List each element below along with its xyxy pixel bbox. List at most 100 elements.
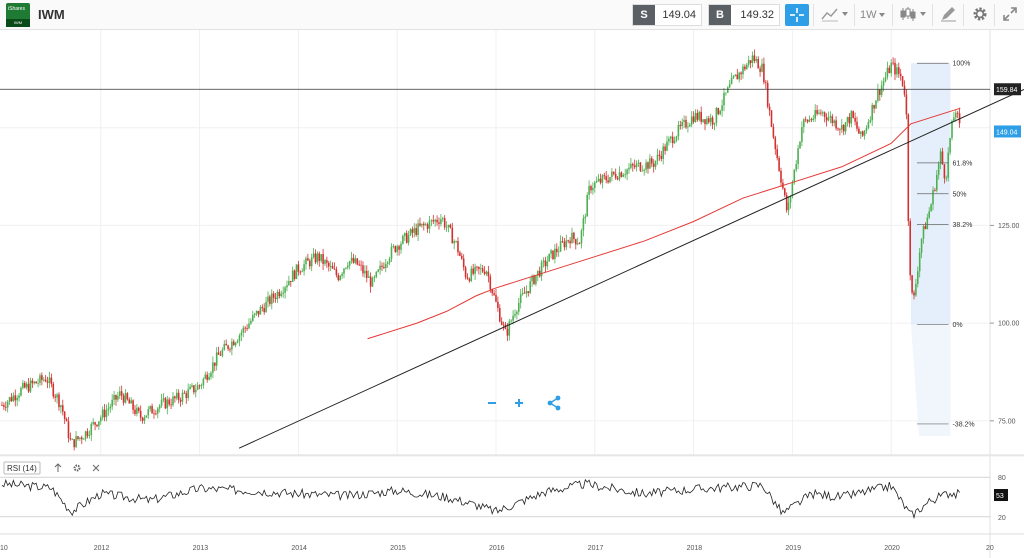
candle-body [208,376,210,380]
fullscreen-button[interactable] [1001,5,1021,25]
candle-body [544,260,547,267]
candle-body [548,253,550,262]
candle-body [645,162,647,170]
candle-body [428,220,431,229]
candle-body [780,170,782,183]
candle-body [75,436,77,448]
candle-body [601,175,604,183]
candle-body [365,270,368,278]
time-tick-label: 2013 [193,545,209,552]
candle-body [567,240,569,242]
candle-body [130,400,132,404]
settings-button[interactable] [970,5,990,25]
candle-body [896,67,898,75]
candle-body [286,285,288,288]
candle-body [856,121,858,129]
candle-body [799,141,801,149]
candle-body [649,158,651,169]
candle-style-dropdown[interactable] [898,5,928,25]
zoom-in-button[interactable] [509,393,529,413]
candle-body [736,74,739,80]
candle-body [785,195,788,211]
candle-body [875,100,877,109]
candle-body [808,119,811,122]
sell-button[interactable]: S 149.04 [632,4,702,26]
candle-body [603,175,606,177]
candle-body [1,405,3,406]
candle-body [829,116,832,118]
candle-body [597,178,600,182]
candle-body [897,67,900,74]
sell-price: 149.04 [662,9,696,21]
candle-body [861,131,864,136]
candle-body [658,154,661,156]
candle-body [852,111,854,118]
candle-body [533,275,535,284]
candle-body [935,174,938,191]
share-button[interactable] [544,393,564,413]
timeframe-dropdown[interactable]: 1W [860,5,888,25]
candle-body [641,170,644,172]
candle-body [717,108,720,115]
candle-body [455,241,457,242]
candle-body [690,116,693,125]
zoom-out-button[interactable] [482,393,502,413]
candle-body [884,77,887,82]
candle-body [240,332,243,336]
candle-body [899,73,902,77]
candle-body [238,335,241,342]
candle-body [916,271,919,284]
candle-body [132,400,134,410]
candle-body [749,60,752,64]
candle-body [550,250,552,254]
candle-body [599,178,602,183]
chart-type-dropdown[interactable] [820,5,850,25]
candle-body [166,399,169,409]
pencil-icon [941,7,956,22]
gear-icon [973,7,987,21]
candle-body [107,408,110,411]
logo-ticker-text: IWM [6,19,30,27]
candle-body [269,296,271,304]
fib-level-label: 0% [952,322,962,329]
candle-body [141,417,144,421]
candle-body [713,122,716,125]
candle-body [578,243,581,245]
candle-body [677,124,680,137]
crosshair-button[interactable] [785,4,809,26]
draw-tools-button[interactable] [938,5,960,25]
candle-body [535,275,537,284]
candle-body [441,218,444,220]
level-price-badge [994,83,1021,96]
candle-body [227,345,229,349]
price-chart[interactable]: 100% 61.8% 50% 38.2% 0% -38.2% 125.00 100.00 75… [0,30,1024,558]
candle-body [827,117,830,121]
chevron-down-icon [842,12,848,16]
candle-body [493,293,495,295]
time-tick-label: 2018 [687,545,703,552]
candle-body [574,239,577,245]
ishares-logo-icon: iShares IWM [6,3,30,27]
time-tick-label: 2016 [489,545,505,552]
candle-body [818,112,820,114]
buy-button[interactable]: B 149.32 [708,4,780,26]
candle-body [557,251,560,253]
rsi-label-box [3,461,41,475]
candle-body [616,178,619,180]
candle-body [590,186,592,191]
rsi-current-badge [994,489,1008,502]
candle-body [688,124,691,127]
candle-body [740,72,742,75]
candle-body [755,58,758,61]
candle-body [278,291,281,297]
candle-body [517,302,520,312]
candle-body [538,270,541,277]
price-tick-label: 125.00 [998,223,1020,230]
candle-body [402,235,404,244]
candle-body [44,379,47,382]
price-tick-label: 100.00 [998,321,1020,328]
candle-body [757,58,759,69]
candle-body [373,276,376,278]
candle-body [637,162,640,164]
